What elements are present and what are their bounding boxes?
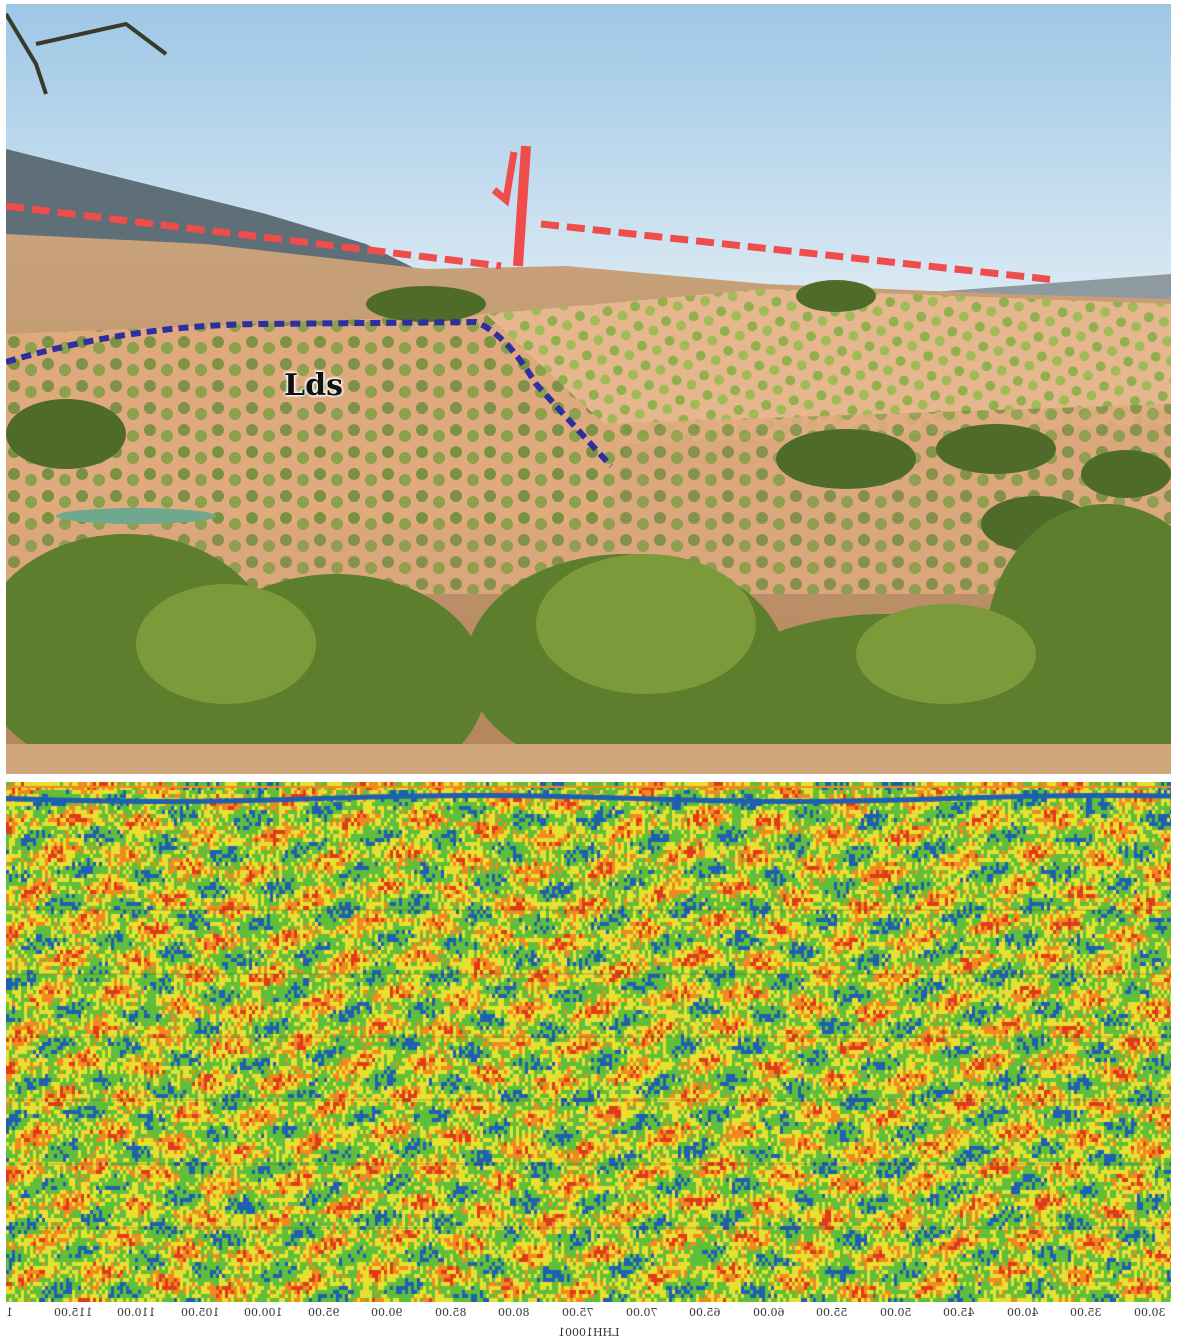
tick-label: 95.00 (307, 1306, 340, 1319)
radargram-panel (6, 782, 1171, 1302)
tick-label: 70.00 (625, 1306, 658, 1319)
contact-trace (6, 318, 614, 469)
tick-label: 50.00 (879, 1306, 912, 1319)
radargram-axis-title: LHH10001 (557, 1326, 620, 1339)
tick-label: 115.00 (53, 1306, 93, 1319)
tick-label: 60.00 (752, 1306, 785, 1319)
fault-plane-symbol (513, 145, 531, 267)
tick-label: 105.00 (180, 1306, 220, 1319)
fault-trace-right (540, 220, 1057, 284)
lds-label: Lds (284, 368, 343, 403)
tick-label: 85.00 (434, 1306, 467, 1319)
field-photograph: Lds (6, 4, 1171, 774)
tick-label: 1 (6, 1306, 13, 1319)
fault-trace-left (6, 202, 502, 270)
tick-label: 40.00 (1006, 1306, 1039, 1319)
tick-label: 55.00 (816, 1306, 848, 1319)
tick-label: 80.00 (498, 1306, 530, 1319)
fault-motion-arrow (491, 151, 518, 207)
radargram-image (6, 782, 1171, 1302)
tick-label: 45.00 (943, 1306, 975, 1319)
radargram-distance-axis: 1 115.00 110.00 105.00 100.00 95.00 90.00 85.00… (0, 1306, 1177, 1324)
tick-label: 30.00 (1134, 1306, 1166, 1319)
photo-illustration (6, 4, 1171, 774)
tick-label: 65.00 (689, 1306, 721, 1319)
tick-label: 75.00 (562, 1306, 594, 1319)
tick-label: 100.00 (244, 1306, 283, 1319)
tick-label: 90.00 (371, 1306, 403, 1319)
tick-label: 110.00 (117, 1306, 156, 1319)
tick-label: 35.00 (1070, 1306, 1102, 1319)
